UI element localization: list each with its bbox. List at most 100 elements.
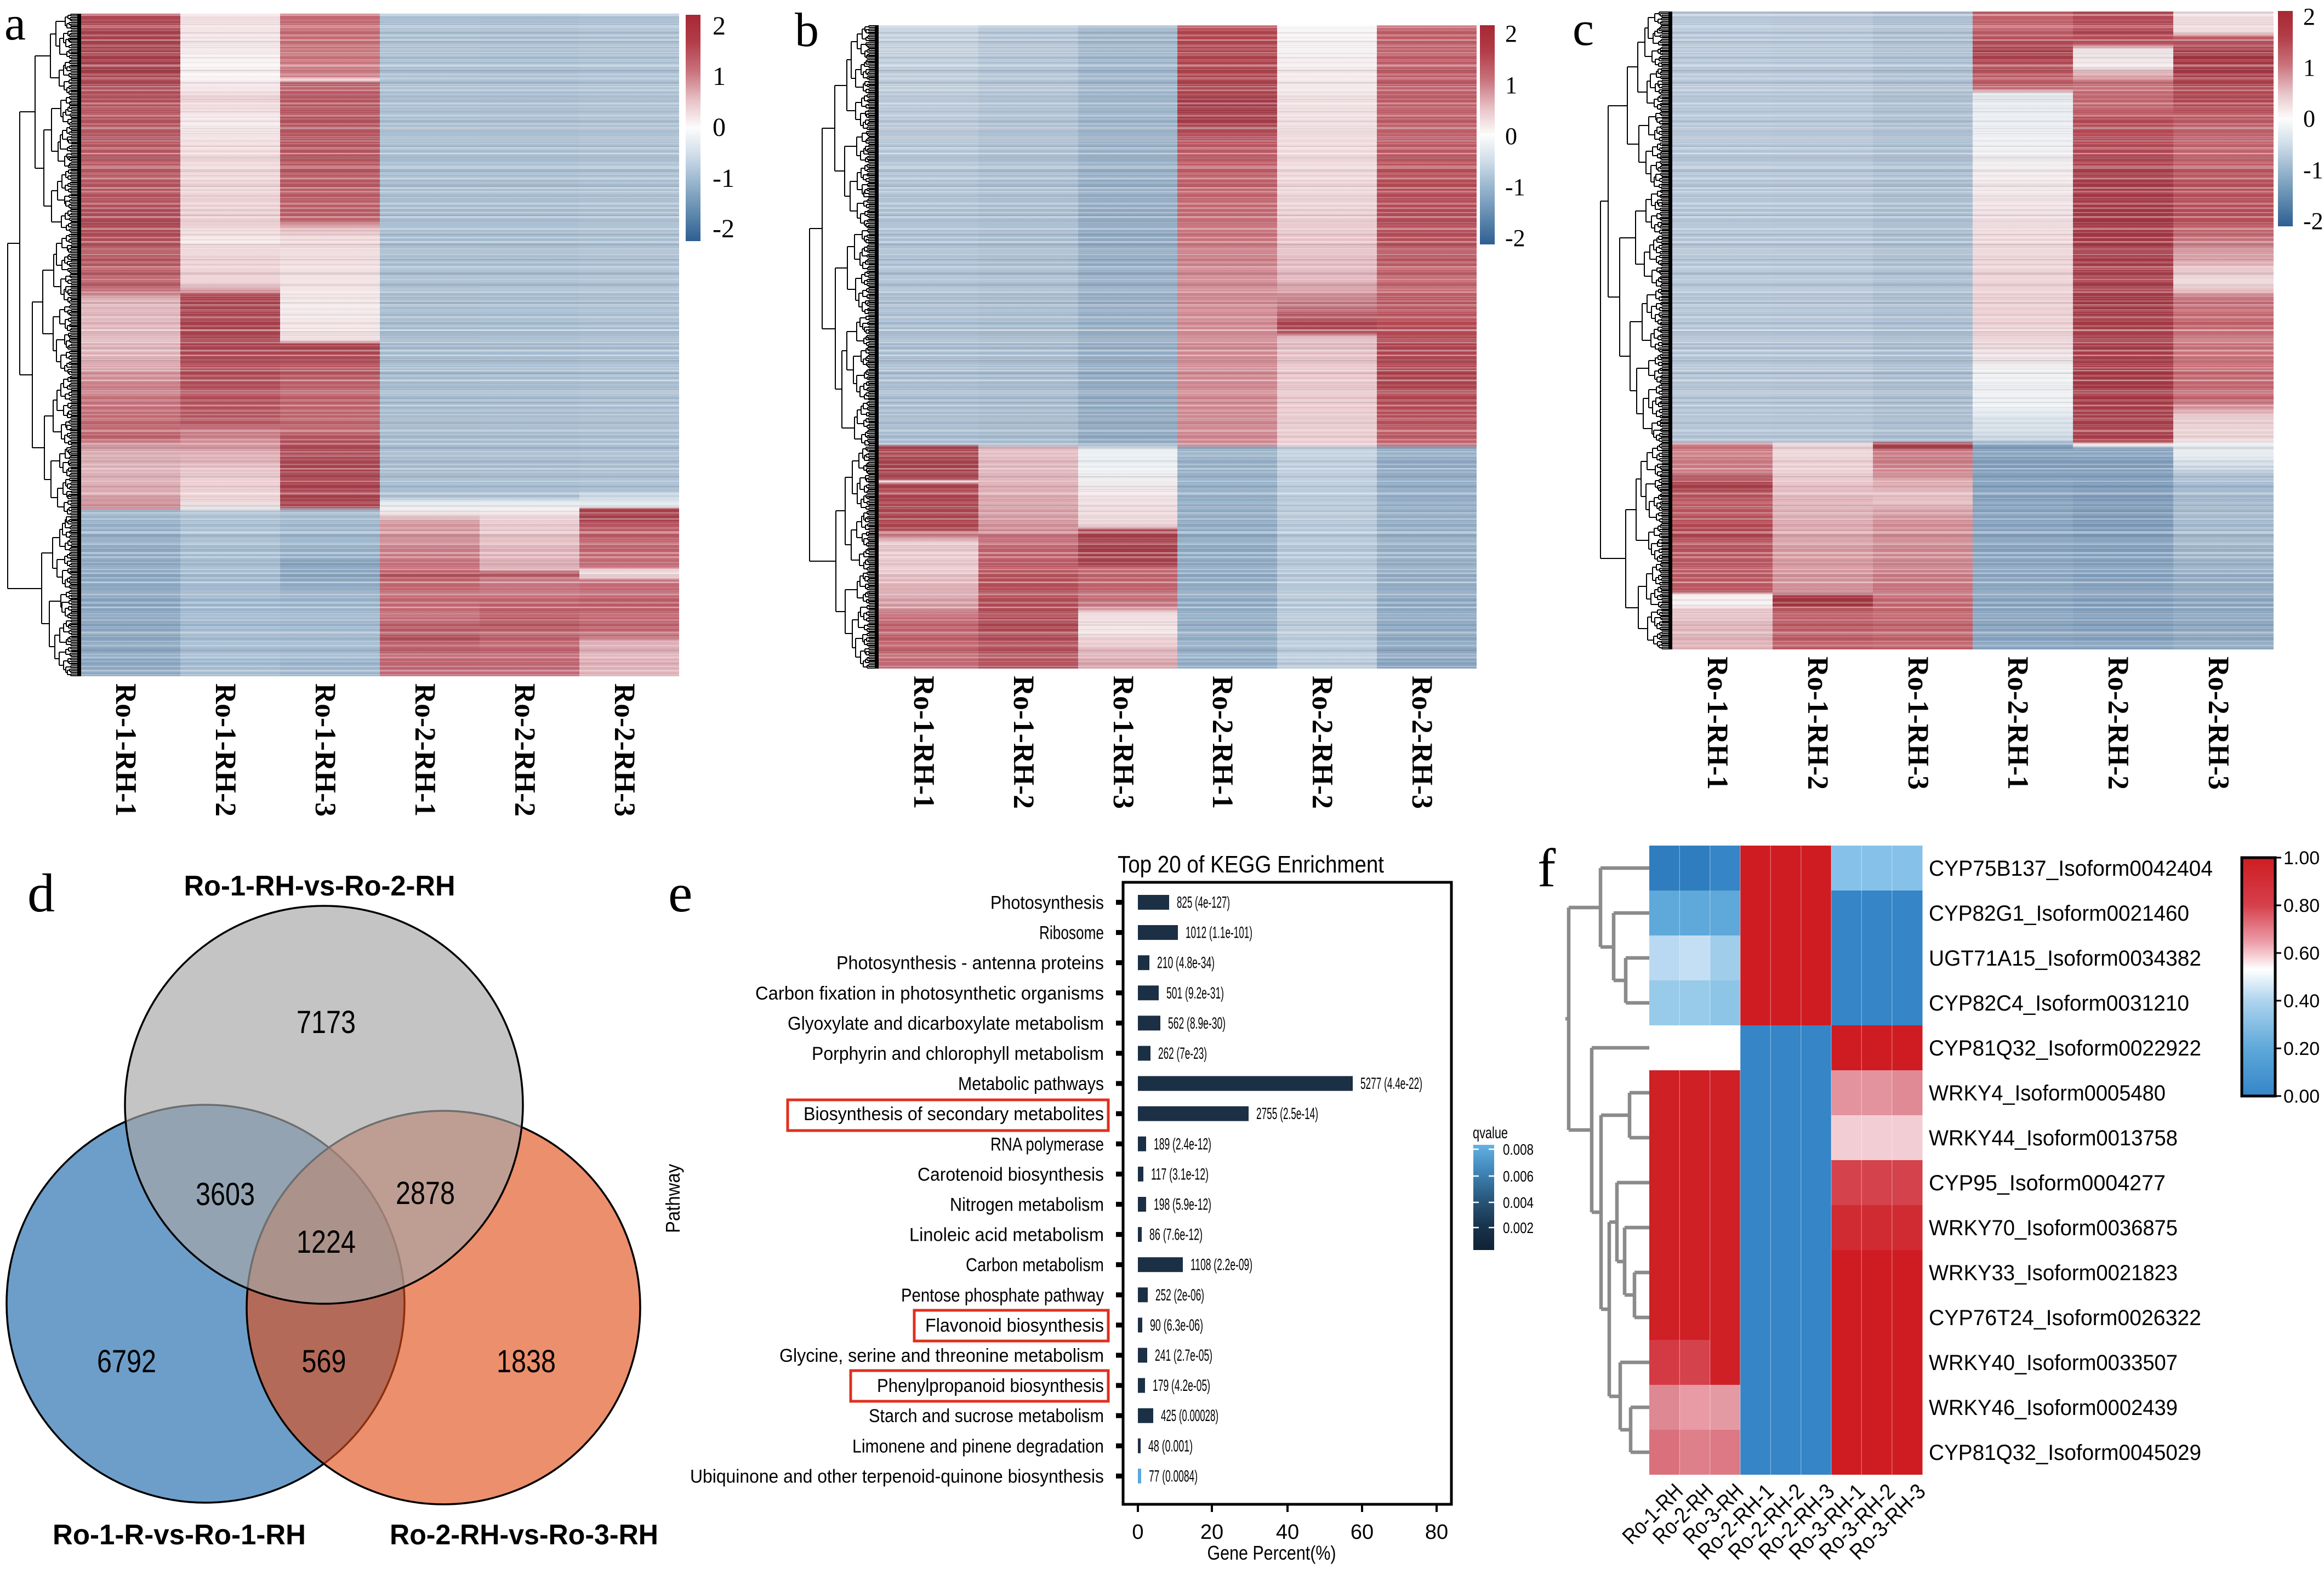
svg-text:Ro-2-RH-2: Ro-2-RH-2: [509, 683, 542, 817]
svg-text:0.60: 0.60: [2283, 943, 2320, 964]
svg-text:RNA polymerase: RNA polymerase: [990, 1134, 1104, 1155]
svg-text:Ro-2-RH-1: Ro-2-RH-1: [1206, 676, 1239, 809]
svg-text:569: 569: [302, 1344, 346, 1379]
svg-text:Ubiquinone and other terpenoid: Ubiquinone and other terpenoid-quinone b…: [690, 1466, 1104, 1487]
svg-text:CYP82G1_Isoform0021460: CYP82G1_Isoform0021460: [1929, 901, 2189, 926]
svg-text:5277 (4.4e-22): 5277 (4.4e-22): [1360, 1075, 1422, 1093]
svg-text:2: 2: [1505, 20, 1517, 47]
svg-text:0.004: 0.004: [1503, 1194, 1534, 1211]
svg-text:b: b: [795, 4, 819, 57]
svg-text:f: f: [1537, 837, 1556, 898]
svg-text:20: 20: [1200, 1521, 1223, 1544]
svg-text:252 (2e-06): 252 (2e-06): [1155, 1286, 1204, 1304]
svg-text:0: 0: [1505, 123, 1517, 150]
svg-text:-2: -2: [1505, 225, 1525, 252]
svg-text:Ro-1-RH-1: Ro-1-RH-1: [110, 683, 143, 817]
svg-text:Ro-1-RH-3: Ro-1-RH-3: [309, 683, 342, 817]
svg-text:Ro-1-RH-1: Ro-1-RH-1: [908, 676, 941, 809]
svg-text:Nitrogen metabolism: Nitrogen metabolism: [950, 1195, 1104, 1216]
svg-text:Ro-1-RH-3: Ro-1-RH-3: [1902, 657, 1935, 790]
svg-text:CYP81Q32_Isoform0022922: CYP81Q32_Isoform0022922: [1929, 1036, 2201, 1060]
svg-text:d: d: [27, 863, 55, 923]
svg-text:Top 20 of KEGG Enrichment: Top 20 of KEGG Enrichment: [1118, 851, 1384, 878]
svg-text:CYP75B137_Isoform0042404: CYP75B137_Isoform0042404: [1929, 857, 2213, 881]
svg-text:-1: -1: [713, 164, 734, 193]
svg-text:WRKY70_Isoform0036875: WRKY70_Isoform0036875: [1929, 1216, 2178, 1240]
svg-text:Ro-1-R-vs-Ro-1-RH: Ro-1-R-vs-Ro-1-RH: [53, 1519, 306, 1551]
svg-text:Pathway: Pathway: [662, 1164, 684, 1233]
svg-text:1.00: 1.00: [2283, 848, 2320, 869]
svg-text:WRKY40_Isoform0033507: WRKY40_Isoform0033507: [1929, 1351, 2178, 1375]
svg-text:825 (4e-127): 825 (4e-127): [1177, 894, 1230, 912]
svg-text:241 (2.7e-05): 241 (2.7e-05): [1155, 1346, 1212, 1365]
svg-text:Ribosome: Ribosome: [1039, 923, 1104, 944]
svg-text:86 (7.6e-12): 86 (7.6e-12): [1149, 1226, 1203, 1244]
svg-text:qvalue: qvalue: [1473, 1124, 1508, 1142]
svg-text:Porphyrin and chlorophyll meta: Porphyrin and chlorophyll metabolism: [812, 1043, 1104, 1064]
svg-text:Glycine, serine and threonine: Glycine, serine and threonine metabolism: [779, 1345, 1104, 1366]
svg-text:0: 0: [1132, 1521, 1143, 1544]
svg-text:60: 60: [1351, 1521, 1374, 1544]
svg-text:-1: -1: [1505, 174, 1525, 201]
svg-text:40: 40: [1276, 1521, 1299, 1544]
svg-text:1108 (2.2e-09): 1108 (2.2e-09): [1191, 1256, 1252, 1274]
svg-text:77 (0.0084): 77 (0.0084): [1149, 1467, 1198, 1485]
svg-text:1: 1: [713, 62, 726, 91]
svg-text:562 (8.9e-30): 562 (8.9e-30): [1168, 1014, 1226, 1032]
svg-text:262 (7e-23): 262 (7e-23): [1158, 1045, 1207, 1063]
svg-text:Ro-1-RH-2: Ro-1-RH-2: [1007, 676, 1040, 809]
svg-text:-2: -2: [2303, 208, 2323, 235]
svg-text:Ro-2-RH-1: Ro-2-RH-1: [2002, 657, 2035, 790]
svg-text:e: e: [668, 863, 692, 923]
svg-text:501 (9.2e-31): 501 (9.2e-31): [1166, 984, 1224, 1002]
svg-text:1: 1: [1505, 72, 1517, 99]
svg-text:117 (3.1e-12): 117 (3.1e-12): [1151, 1165, 1209, 1183]
svg-text:CYP81Q32_Isoform0045029: CYP81Q32_Isoform0045029: [1929, 1441, 2201, 1465]
svg-text:1012 (1.1e-101): 1012 (1.1e-101): [1186, 924, 1252, 942]
svg-text:WRKY44_Isoform0013758: WRKY44_Isoform0013758: [1929, 1126, 2178, 1150]
svg-text:0.002: 0.002: [1503, 1219, 1534, 1236]
svg-text:2755 (2.5e-14): 2755 (2.5e-14): [1256, 1105, 1318, 1123]
svg-text:Starch and sucrose metabolism: Starch and sucrose metabolism: [869, 1406, 1104, 1426]
svg-text:-2: -2: [713, 214, 734, 243]
svg-text:Ro-2-RH-3: Ro-2-RH-3: [1406, 676, 1439, 809]
svg-text:WRKY46_Isoform0002439: WRKY46_Isoform0002439: [1929, 1396, 2178, 1420]
svg-text:0.006: 0.006: [1503, 1168, 1534, 1185]
svg-text:2: 2: [713, 12, 726, 41]
svg-text:-1: -1: [2303, 157, 2323, 184]
svg-text:0: 0: [2303, 105, 2315, 132]
svg-text:Phenylpropanoid biosynthesis: Phenylpropanoid biosynthesis: [877, 1376, 1104, 1396]
svg-text:6792: 6792: [97, 1344, 156, 1379]
svg-text:Ro-1-RH-2: Ro-1-RH-2: [1802, 657, 1835, 790]
svg-text:Ro-1-RH-1: Ro-1-RH-1: [1701, 657, 1734, 790]
svg-text:WRKY4_Isoform0005480: WRKY4_Isoform0005480: [1929, 1081, 2166, 1105]
svg-text:210 (4.8e-34): 210 (4.8e-34): [1157, 954, 1215, 972]
svg-text:Photosynthesis - antenna prote: Photosynthesis - antenna proteins: [836, 953, 1104, 974]
svg-text:WRKY33_Isoform0021823: WRKY33_Isoform0021823: [1929, 1261, 2178, 1285]
svg-text:2878: 2878: [396, 1175, 455, 1211]
svg-text:CYP76T24_Isoform0026322: CYP76T24_Isoform0026322: [1929, 1306, 2201, 1330]
svg-text:Ro-2-RH-vs-Ro-3-RH: Ro-2-RH-vs-Ro-3-RH: [390, 1519, 658, 1551]
svg-text:Ro-2-RH-3: Ro-2-RH-3: [2202, 657, 2235, 790]
svg-text:0.40: 0.40: [2283, 991, 2320, 1012]
svg-text:Gene Percent(%): Gene Percent(%): [1207, 1542, 1336, 1564]
svg-text:0.008: 0.008: [1503, 1141, 1534, 1158]
svg-text:Ro-2-RH-2: Ro-2-RH-2: [2102, 657, 2135, 790]
svg-text:Limonene and pinene degradatio: Limonene and pinene degradation: [852, 1436, 1104, 1457]
svg-text:1224: 1224: [297, 1224, 356, 1260]
svg-text:2: 2: [2303, 3, 2315, 30]
svg-text:Ro-1-RH-2: Ro-1-RH-2: [209, 683, 242, 817]
svg-text:0: 0: [713, 113, 726, 142]
svg-text:Ro-1-RH-3: Ro-1-RH-3: [1107, 676, 1140, 809]
svg-text:Photosynthesis: Photosynthesis: [990, 893, 1104, 914]
svg-text:a: a: [4, 0, 26, 50]
svg-text:Metabolic pathways: Metabolic pathways: [958, 1074, 1104, 1094]
svg-text:CYP82C4_Isoform0031210: CYP82C4_Isoform0031210: [1929, 991, 2189, 1015]
svg-text:0.80: 0.80: [2283, 895, 2320, 916]
svg-text:Glyoxylate and dicarboxylate m: Glyoxylate and dicarboxylate metabolism: [788, 1013, 1104, 1034]
svg-text:Carotenoid biosynthesis: Carotenoid biosynthesis: [918, 1164, 1104, 1185]
svg-text:0.20: 0.20: [2283, 1038, 2320, 1059]
svg-text:1838: 1838: [497, 1344, 556, 1379]
svg-text:189 (2.4e-12): 189 (2.4e-12): [1154, 1135, 1211, 1153]
svg-text:Carbon metabolism: Carbon metabolism: [966, 1255, 1104, 1276]
